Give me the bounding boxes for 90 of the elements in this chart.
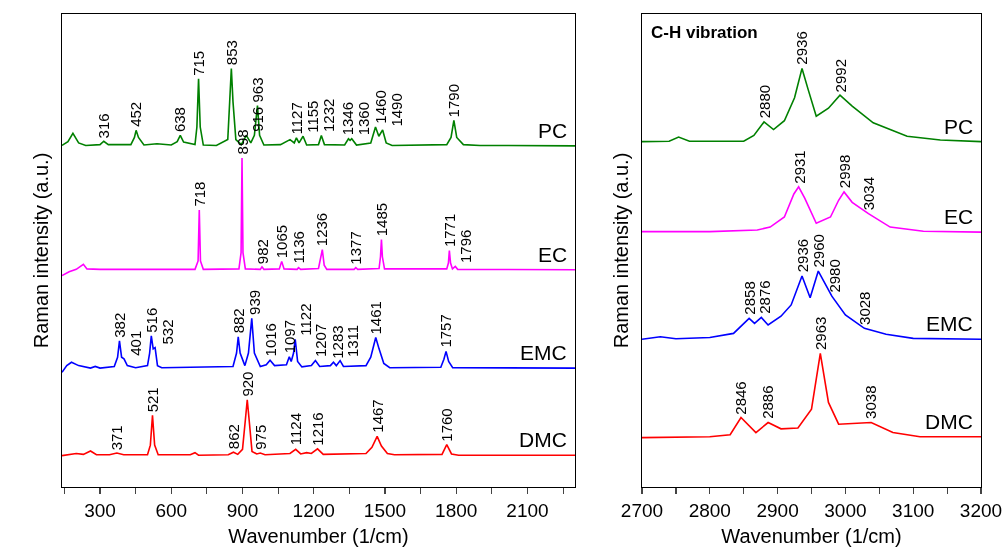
annotation: 1485 <box>372 202 390 237</box>
annotation: 371 <box>108 425 126 451</box>
annotation: 916 <box>249 106 267 132</box>
annotation: 1311 <box>344 324 362 358</box>
series-label: EMC <box>926 312 973 335</box>
annotation: 1490 <box>388 93 406 127</box>
annotation: 1283 <box>328 325 346 359</box>
x-tick-label: 1200 <box>292 500 335 522</box>
y-axis-title: Raman intensity (a.u.) <box>610 152 633 349</box>
series-label: EMC <box>520 341 567 364</box>
annotation: 2998 <box>835 154 853 189</box>
annotation: 1155 <box>303 100 321 133</box>
annotation: 1760 <box>437 408 455 442</box>
x-tick-label: 2900 <box>756 500 799 522</box>
annotation: 1065 <box>273 224 291 259</box>
x-tick-label: 300 <box>84 500 116 522</box>
annotation: 982 <box>253 239 271 265</box>
annotation: 1122 <box>296 303 314 336</box>
annotation: 1207 <box>312 323 330 358</box>
annotation: 2936 <box>793 31 811 65</box>
annotation: 1360 <box>355 101 373 136</box>
annotation: 2876 <box>756 280 774 314</box>
series-label: PC <box>538 119 568 142</box>
annotation: 853 <box>222 40 240 66</box>
x-tick-label: 3000 <box>824 500 867 522</box>
x-tick-label: 2700 <box>620 500 664 522</box>
x-tick-label: 3200 <box>959 500 1003 522</box>
y-axis-title: Raman intensity (a.u.) <box>30 152 53 349</box>
annotation: 532 <box>159 319 177 345</box>
x-tick-label: 2800 <box>688 500 731 522</box>
series-label: EC <box>944 205 974 228</box>
annotation: 2980 <box>825 259 843 293</box>
annotation: 1771 <box>440 213 458 248</box>
annotation: 975 <box>251 424 269 450</box>
annotation: 1790 <box>445 84 463 118</box>
series-label: PC <box>944 115 974 138</box>
text: C-H vibration <box>651 23 758 42</box>
annotation: 2960 <box>810 234 828 268</box>
x-tick-label: 1500 <box>363 500 407 522</box>
annotation: 1236 <box>313 212 331 247</box>
annotation: 401 <box>127 330 145 356</box>
annotation: 1377 <box>346 231 364 265</box>
annotation: 516 <box>143 307 161 333</box>
annotation: 2992 <box>831 59 849 93</box>
annotation: 1460 <box>372 90 390 124</box>
annotation: 1136 <box>289 231 307 264</box>
series-label: EC <box>538 243 568 266</box>
annotation: 898 <box>233 129 251 155</box>
annotation: 1461 <box>366 301 384 335</box>
annotation: 2936 <box>793 238 811 273</box>
annotation: 1124 <box>287 412 305 446</box>
x-tick-label: 2100 <box>506 500 549 522</box>
annotation: 2886 <box>759 385 777 419</box>
annotation: 2846 <box>732 381 750 415</box>
annotation: 2880 <box>755 84 773 119</box>
annotation: 920 <box>238 371 256 397</box>
annotation: 963 <box>249 77 267 103</box>
x-tick-label: 900 <box>226 500 259 522</box>
annotation: 718 <box>190 181 208 207</box>
annotation: 715 <box>190 50 208 76</box>
x-tick-label: 3100 <box>892 500 935 522</box>
annotation: 638 <box>171 107 189 133</box>
x-tick-label: 1800 <box>435 500 478 522</box>
annotation: 2931 <box>790 150 808 184</box>
annotation: 1346 <box>339 101 357 136</box>
annotation: 316 <box>95 113 113 139</box>
annotation: 3038 <box>862 385 880 419</box>
annotation: 862 <box>224 424 242 450</box>
annotation: 3034 <box>859 176 877 211</box>
x-axis-title: Wavenumber (1/cm) <box>228 524 409 547</box>
annotation: 1016 <box>261 323 279 357</box>
annotation: 2858 <box>740 281 758 315</box>
series-label: DMC <box>519 428 567 451</box>
annotation: 521 <box>143 387 161 413</box>
annotation: 882 <box>230 308 248 334</box>
series-label: DMC <box>925 410 973 433</box>
annotation: 382 <box>111 312 129 338</box>
annotation: 1796 <box>456 229 474 263</box>
annotation: 1467 <box>368 399 386 433</box>
x-tick-label: 600 <box>155 500 188 522</box>
annotation: 1127 <box>288 102 306 135</box>
annotation: 1757 <box>437 314 455 348</box>
x-axis-title: Wavenumber (1/cm) <box>721 524 902 547</box>
annotation: 2963 <box>811 316 829 350</box>
annotation: 452 <box>127 101 145 127</box>
annotation: 3028 <box>855 291 873 325</box>
annotation: 1216 <box>309 412 327 446</box>
annotation: 1232 <box>319 98 337 132</box>
annotation: 1097 <box>281 319 299 354</box>
annotation: 939 <box>245 289 263 315</box>
